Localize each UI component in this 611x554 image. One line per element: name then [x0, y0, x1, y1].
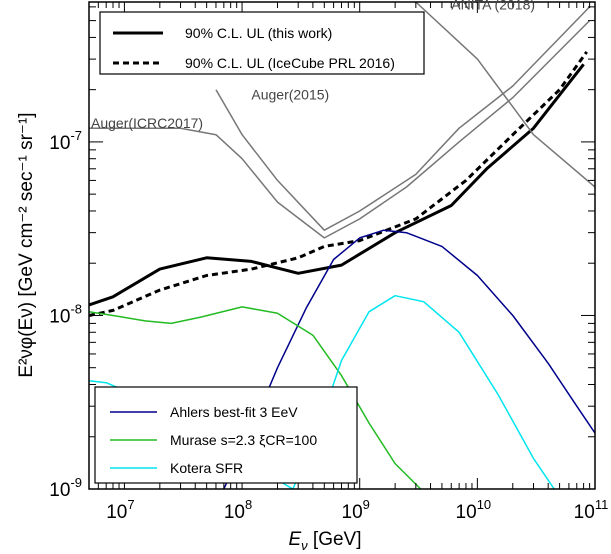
x-tick-label: 109: [342, 497, 370, 523]
x-axis-title: Eν [GeV]: [288, 529, 361, 553]
legend-label-murase-s-2-3-cr-100: Murase s=2.3 ξCR=100: [170, 432, 317, 448]
y-tick-label: 10-8: [49, 301, 82, 327]
legend-label-kotera-sfr: Kotera SFR: [170, 460, 243, 476]
legend-layer: 90% C.L. UL (this work) 90% C.L. UL (IceC…: [94, 11, 425, 484]
legend-label-90-c-l-ul-this-work: 90% C.L. UL (this work): [185, 25, 332, 41]
series-line-90-c-l-ul-this-work: [89, 63, 585, 307]
series-line-auger-2015: [215, 6, 591, 231]
x-tick-label: 1011: [574, 497, 609, 523]
axis-layer: 107 108 109 1010 1011 10-9 10-8 10-7: [49, 2, 608, 523]
x-tick-label: 108: [224, 497, 252, 523]
legend-label-ahlers-best-fit-3-eev: Ahlers best-fit 3 EeV: [170, 404, 298, 420]
legend-box-bottom-left: [94, 386, 358, 484]
series-line-murase-s-2-3-cr-100: [89, 306, 422, 489]
y-tick-label: 10-7: [49, 128, 82, 154]
series-layer: [89, 2, 595, 489]
series-line-auger-icrc2017: [89, 20, 591, 239]
x-tick-label: 107: [106, 497, 134, 523]
annotation-auger-icrc2017: Auger(ICRC2017): [91, 115, 203, 131]
annotation-auger-2015: Auger(2015): [251, 87, 329, 103]
annotation-anita-2018: ANITA (2018): [451, 0, 535, 12]
legend-label-90-c-l-ul-icecube-prl-2016: 90% C.L. UL (IceCube PRL 2016): [185, 55, 395, 71]
series-line-90-c-l-ul-icecube-prl-2016: [89, 51, 588, 317]
y-tick-label: 10-9: [49, 475, 82, 501]
annotation-layer: ANITA (2018) Auger(2015) Auger(ICRC2017): [91, 0, 535, 131]
plot-frame: [88, 1, 596, 490]
x-tick-label: 1010: [456, 497, 492, 523]
series-line-anita-2018: [415, 2, 595, 188]
series-line-ahlers-best-fit-3-eev: [223, 229, 595, 489]
y-axis-title: E²νφ(Eν) [GeV cm⁻² sec⁻¹ sr⁻¹]: [16, 112, 37, 377]
